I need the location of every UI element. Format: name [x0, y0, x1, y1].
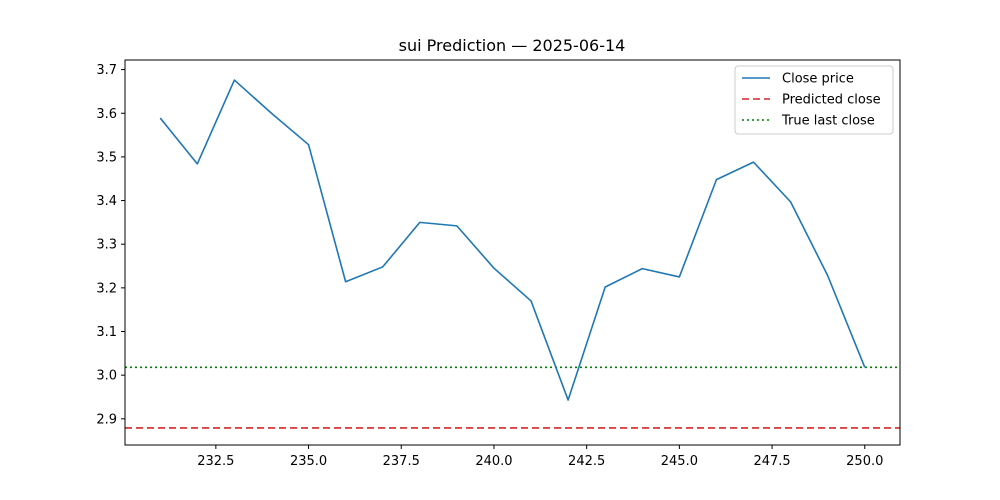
- y-tick-label: 3.2: [96, 281, 117, 296]
- legend: Close price Predicted close True last clos…: [734, 65, 894, 135]
- x-tick-label: 247.5: [753, 454, 790, 469]
- legend-label: Close price: [782, 72, 854, 87]
- x-tick-label: 232.5: [197, 454, 234, 469]
- x-tick-label: 240.0: [475, 454, 512, 469]
- axes: 232.5 235.0 237.5 240.0 242.5 245.0 247.5 250.0…: [96, 59, 901, 469]
- y-tick-label: 3.0: [96, 369, 117, 384]
- y-tick-label: 3.5: [96, 150, 117, 165]
- x-tick-label: 242.5: [568, 454, 605, 469]
- x-tick-label: 235.0: [290, 454, 327, 469]
- series-line-close-price: [159, 79, 866, 401]
- axes-frame: [124, 59, 901, 446]
- legend-label: Predicted close: [782, 93, 881, 108]
- y-tick-label: 3.4: [96, 194, 117, 209]
- y-tick-label: 3.7: [96, 63, 117, 78]
- y-tick-label: 3.6: [96, 107, 117, 122]
- y-tick-label: 3.1: [96, 325, 117, 340]
- legend-label: True last close: [781, 114, 875, 129]
- x-tick-label: 245.0: [661, 454, 698, 469]
- plot-area: [125, 79, 900, 429]
- x-tick-label: 250.0: [846, 454, 883, 469]
- y-tick-label: 3.3: [96, 238, 117, 253]
- x-tick-label: 237.5: [383, 454, 420, 469]
- chart-title: sui Prediction — 2025-06-14: [399, 36, 626, 55]
- legend-box: [734, 65, 894, 135]
- y-tick-label: 2.9: [96, 412, 117, 427]
